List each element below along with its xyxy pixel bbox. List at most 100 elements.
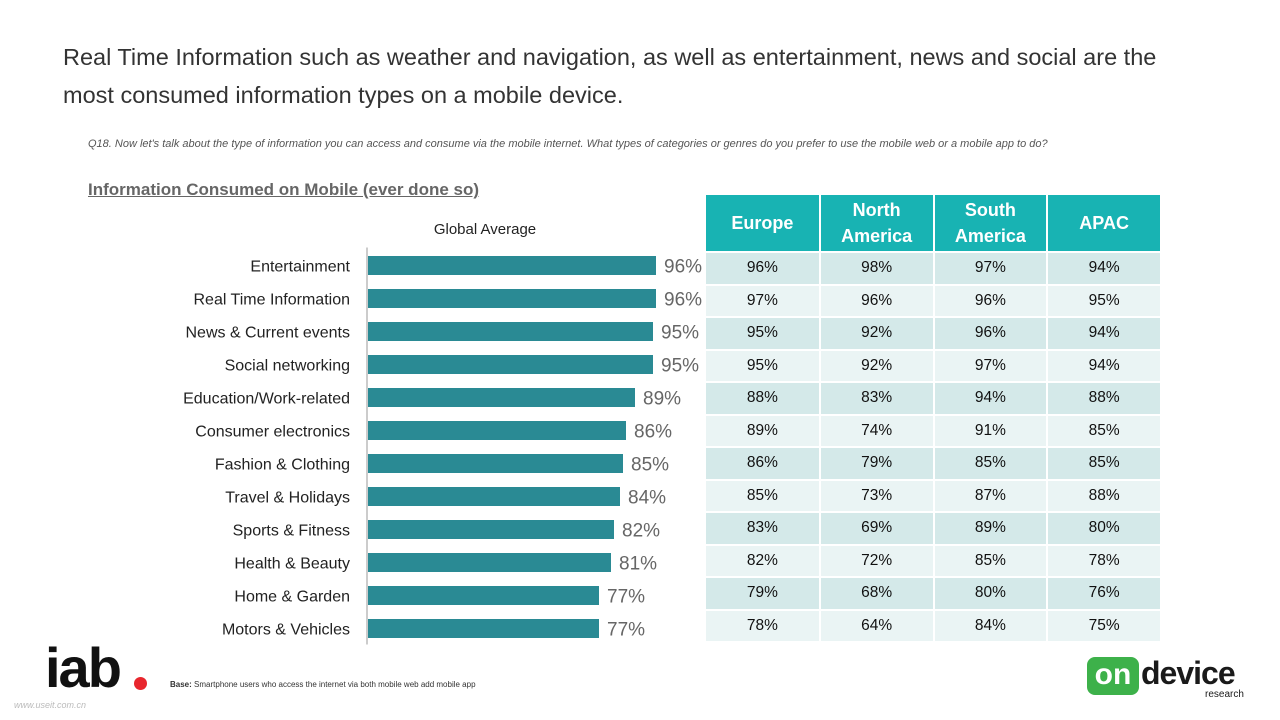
table-row: 95% 92% 96% 94% — [706, 317, 1162, 351]
table-cell: 85% — [706, 479, 821, 513]
category-label: Social networking — [225, 358, 350, 375]
table-cell: 94% — [1047, 349, 1162, 383]
table-cell: 82% — [706, 544, 821, 578]
table-row: 83% 69% 89% 80% — [706, 512, 1162, 546]
bar — [368, 454, 623, 473]
category-label: Consumer electronics — [195, 424, 350, 441]
table-row: 82% 72% 85% 78% — [706, 544, 1162, 578]
table-cell: 97% — [933, 252, 1049, 286]
table-cell: 95% — [1047, 284, 1162, 318]
table-row: 89% 74% 91% 85% — [706, 414, 1162, 448]
table-cell: 92% — [819, 317, 935, 351]
data-label: 89% — [643, 389, 681, 410]
table-cell: 97% — [933, 349, 1049, 383]
table-cell: 88% — [1047, 479, 1162, 513]
base-text: Smartphone users who access the internet… — [194, 680, 476, 689]
table-cell: 85% — [1047, 414, 1162, 448]
table-cell: 91% — [933, 414, 1049, 448]
data-label: 84% — [628, 488, 666, 509]
ondevice-logo-research: research — [1205, 689, 1244, 700]
table-cell: 92% — [819, 349, 935, 383]
header-north-america: North America — [819, 195, 935, 253]
table-cell: 98% — [819, 252, 935, 286]
category-label: Entertainment — [250, 259, 350, 276]
iab-logo-dot — [134, 677, 147, 690]
watermark: www.useit.com.cn — [14, 700, 87, 710]
table-cell: 85% — [933, 447, 1049, 481]
header-south-america: South America — [933, 195, 1049, 253]
table-row: 79% 68% 80% 76% — [706, 577, 1162, 611]
header-europe: Europe — [706, 195, 821, 253]
table-row: 95% 92% 97% 94% — [706, 349, 1162, 383]
table-row: 88% 83% 94% 88% — [706, 382, 1162, 416]
table-row: 86% 79% 85% 85% — [706, 447, 1162, 481]
ondevice-logo: on device research — [1087, 655, 1257, 703]
bar — [368, 520, 614, 539]
table-cell: 88% — [706, 382, 821, 416]
table-cell: 68% — [819, 577, 935, 611]
data-label: 77% — [607, 587, 645, 608]
chart-title: Global Average — [433, 221, 537, 238]
region-table-body: 96% 98% 97% 94% 97% 96% 96% 95% 95% 92% 96% 94% 95% 9… — [706, 252, 1162, 643]
page-title: Real Time Information such as weather an… — [63, 44, 1157, 108]
table-cell: 79% — [819, 447, 935, 481]
table-cell: 84% — [933, 609, 1049, 643]
data-label: 96% — [664, 290, 702, 311]
table-cell: 78% — [1047, 544, 1162, 578]
table-cell: 64% — [819, 609, 935, 643]
table-cell: 74% — [819, 414, 935, 448]
table-row: 78% 64% 84% 75% — [706, 609, 1162, 643]
table-cell: 94% — [1047, 317, 1162, 351]
table-row: 96% 98% 97% 94% — [706, 252, 1162, 286]
table-cell: 69% — [819, 512, 935, 546]
data-label: 81% — [619, 554, 657, 575]
table-cell: 87% — [933, 479, 1049, 513]
table-cell: 75% — [1047, 609, 1162, 643]
table-cell: 89% — [706, 414, 821, 448]
data-label: 85% — [631, 455, 669, 476]
data-label: 86% — [634, 422, 672, 443]
table-cell: 85% — [933, 544, 1049, 578]
category-label: Health & Beauty — [234, 556, 350, 573]
table-cell: 76% — [1047, 577, 1162, 611]
category-label: Travel & Holidays — [225, 490, 350, 507]
bar — [368, 586, 599, 605]
table-cell: 96% — [933, 317, 1049, 351]
category-label: Education/Work-related — [183, 391, 350, 408]
region-table: Europe North America South America APAC … — [706, 195, 1162, 643]
category-label: News & Current events — [185, 325, 350, 342]
table-cell: 72% — [819, 544, 935, 578]
table-cell: 80% — [1047, 512, 1162, 546]
base-label: Base: — [170, 680, 192, 689]
table-cell: 86% — [706, 447, 821, 481]
survey-question: Q18. Now let's talk about the type of in… — [88, 138, 1048, 150]
category-label: Fashion & Clothing — [215, 457, 350, 474]
table-cell: 83% — [819, 382, 935, 416]
data-label: 95% — [661, 356, 699, 377]
section-subtitle: Information Consumed on Mobile (ever don… — [88, 180, 480, 199]
iab-logo: iab — [45, 636, 122, 699]
table-cell: 94% — [933, 382, 1049, 416]
ondevice-logo-on: on — [1087, 657, 1139, 695]
data-label: 82% — [622, 521, 660, 542]
ondevice-logo-device: device — [1141, 655, 1236, 691]
table-cell: 89% — [933, 512, 1049, 546]
bar — [368, 388, 635, 407]
table-cell: 83% — [706, 512, 821, 546]
base-note: Base: Smartphone users who access the in… — [170, 680, 476, 689]
bar — [368, 289, 656, 308]
table-cell: 95% — [706, 349, 821, 383]
table-row: 85% 73% 87% 88% — [706, 479, 1162, 513]
table-cell: 97% — [706, 284, 821, 318]
bar — [368, 421, 626, 440]
table-row: 97% 96% 96% 95% — [706, 284, 1162, 318]
data-label: 96% — [664, 257, 702, 278]
region-table-header: Europe North America South America APAC — [706, 195, 1162, 253]
table-cell: 96% — [706, 252, 821, 286]
table-cell: 94% — [1047, 252, 1162, 286]
category-label: Sports & Fitness — [233, 523, 350, 540]
category-label: Motors & Vehicles — [222, 622, 350, 639]
data-label: 95% — [661, 323, 699, 344]
bar — [368, 256, 656, 275]
table-cell: 96% — [819, 284, 935, 318]
